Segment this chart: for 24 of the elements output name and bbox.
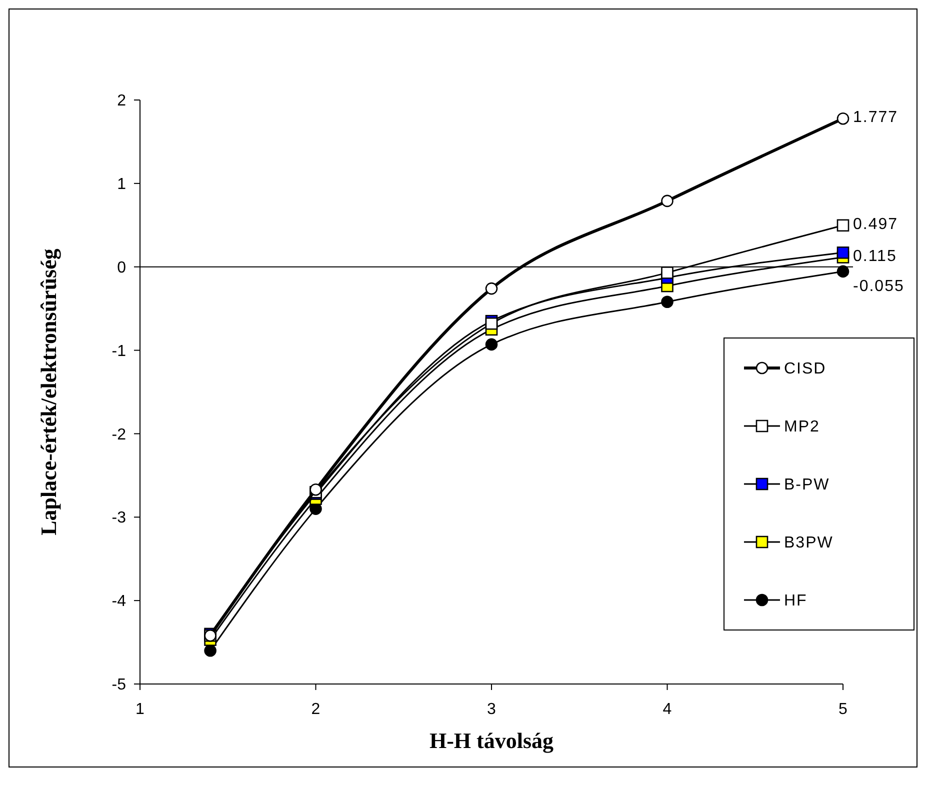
y-tick-label: -4 [112, 593, 126, 610]
x-tick-label: 3 [487, 701, 496, 718]
y-tick-label: -3 [112, 510, 126, 527]
legend-label: CISD [784, 360, 826, 378]
x-tick-label: 5 [838, 701, 848, 718]
x-tick-label: 4 [662, 701, 672, 718]
y-axis-title: Laplace-érték/elektronsûrûség [36, 248, 61, 536]
y-tick-label: -1 [112, 342, 126, 360]
y-tick-label: -5 [112, 676, 126, 694]
x-tick-label: 2 [311, 701, 320, 718]
data-label: 1.777 [853, 109, 898, 126]
x-tick-label: 1 [136, 701, 145, 718]
legend-label: HF [784, 592, 808, 610]
legend-label: B-PW [784, 476, 830, 494]
data-label: 0.497 [853, 216, 898, 233]
legend-label: MP2 [784, 418, 820, 436]
data-label: -0.055 [853, 278, 904, 296]
x-axis-title: H-H távolság [429, 728, 554, 753]
legend-label: B3PW [784, 534, 834, 552]
y-tick-label: -2 [112, 426, 126, 444]
data-label: 0.115 [853, 248, 897, 265]
y-tick-label: 1 [117, 176, 126, 194]
y-tick-label: 2 [117, 92, 126, 110]
y-tick-label: 0 [117, 259, 126, 276]
